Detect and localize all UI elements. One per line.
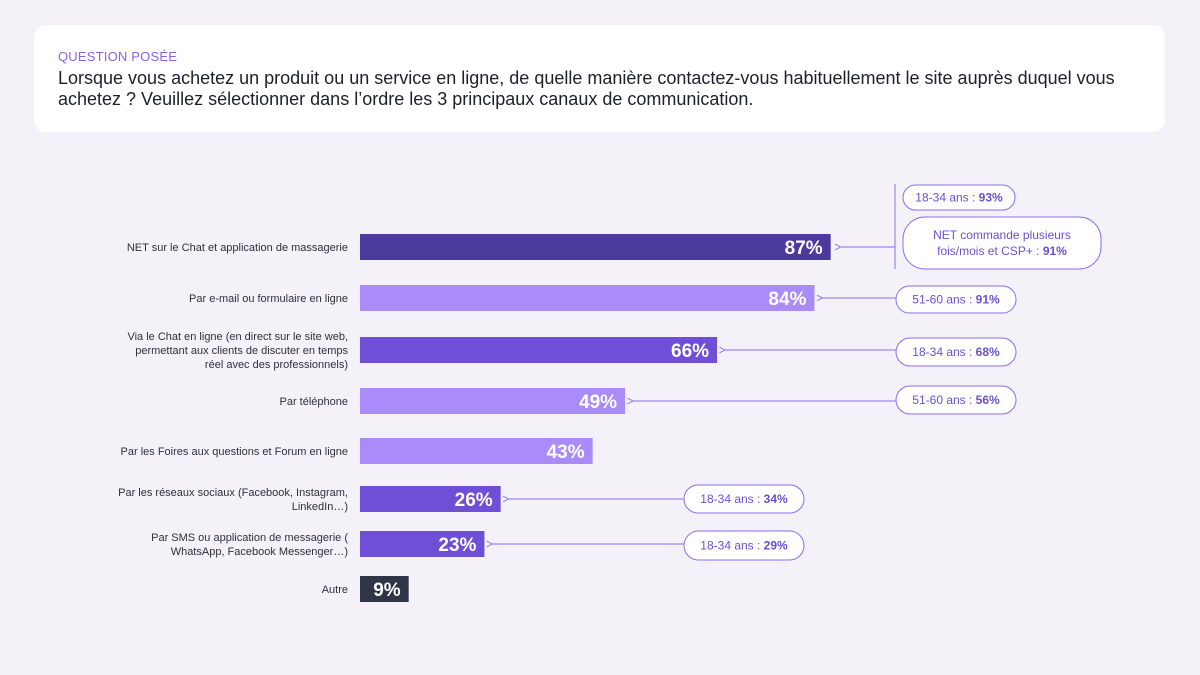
category-label-2: Via le Chat en ligne (en direct sur le s… [127, 331, 348, 371]
bar-2 [360, 337, 718, 363]
callout-text-4: 51-60 ans : 56% [912, 393, 1000, 407]
callout-text-1: NET commande plusieurs fois/mois et CSP+ … [933, 228, 1071, 258]
category-label-5: Par les réseaux sociaux (Facebook, Insta… [118, 487, 348, 513]
value-label-0: 87% [785, 238, 823, 259]
callout-pill-3 [895, 337, 1017, 367]
bar-5 [360, 486, 501, 512]
value-label-2: 66% [671, 341, 709, 362]
bar-3 [360, 388, 626, 414]
category-label-7: Autre [322, 584, 348, 596]
bar-0 [360, 234, 831, 260]
category-label-3: Par téléphone [280, 396, 349, 408]
callout-text-0: 18-34 ans : 93% [915, 191, 1003, 205]
bar-7 [360, 576, 409, 602]
value-label-1: 84% [768, 289, 806, 310]
callout-pill-0 [902, 184, 1016, 211]
value-label-5: 26% [455, 490, 493, 511]
question-text: Lorsque vous achetez un produit ou un se… [58, 68, 1115, 109]
value-label-4: 43% [547, 442, 585, 463]
callout-text-2: 51-60 ans : 91% [912, 293, 1000, 307]
callout-pill-1 [902, 216, 1102, 270]
category-label-1: Par e-mail ou formulaire en ligne [189, 293, 348, 305]
callout-text-5: 18-34 ans : 34% [700, 492, 788, 506]
question-label: QUESTION POSÉE [58, 49, 178, 64]
callout-pill-6 [683, 530, 805, 561]
callout-pill-4 [895, 385, 1017, 415]
category-label-0: NET sur le Chat et application de massag… [127, 242, 348, 254]
value-label-6: 23% [438, 535, 476, 556]
bar-4 [360, 438, 593, 464]
callout-text-3: 18-34 ans : 68% [912, 345, 1000, 359]
callout-text-6: 18-34 ans : 29% [700, 539, 788, 553]
question-card: QUESTION POSÉE Lorsque vous achetez un p… [34, 25, 1165, 132]
value-label-7: 9% [373, 580, 401, 601]
category-label-6: Par SMS ou application de messagerie (Wh… [151, 532, 348, 558]
value-label-3: 49% [579, 392, 617, 413]
callout-pill-2 [895, 285, 1017, 314]
category-label-4: Par les Foires aux questions et Forum en… [121, 446, 348, 458]
bar-6 [360, 531, 485, 557]
bar-1 [360, 285, 815, 311]
